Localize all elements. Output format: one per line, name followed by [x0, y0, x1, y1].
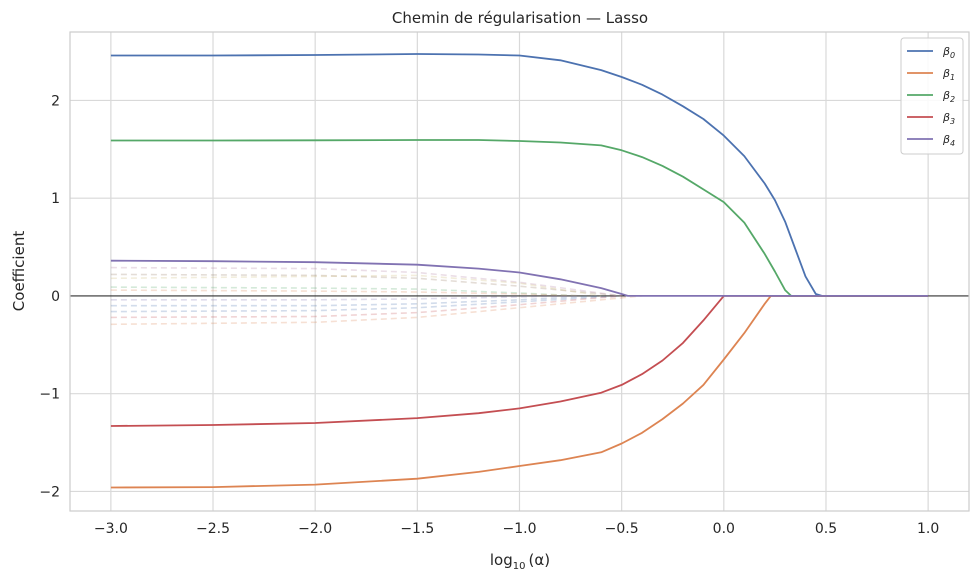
plot-frame: [69, 31, 970, 512]
faint-series-line: [110, 295, 643, 326]
x-axis-label-subscript: 10: [513, 561, 526, 572]
faint-series-line: [110, 266, 622, 297]
legend-box: [900, 37, 964, 155]
x-tick-label: 1.0: [917, 521, 939, 537]
series-line-beta3: [110, 294, 929, 427]
legend-label: β3: [942, 111, 955, 126]
faint-series-layer: [110, 266, 643, 326]
x-tick-label: −1.5: [400, 521, 434, 537]
x-tick-label: −2.0: [298, 521, 332, 537]
x-tick-label: −0.5: [605, 521, 639, 537]
faint-series-line: [110, 295, 622, 319]
x-tick-label: −2.5: [196, 521, 230, 537]
y-tick-labels: −2 −1 0 1 2: [39, 93, 60, 500]
x-tick-label: −1.0: [503, 521, 537, 537]
legend-label: β1: [942, 67, 955, 82]
y-tick-label: 1: [51, 191, 60, 207]
series-line-beta2: [110, 139, 929, 297]
x-tick-label: −3.0: [94, 521, 128, 537]
legend-label: β2: [942, 89, 955, 104]
y-tick-label: −2: [39, 484, 60, 500]
faint-series-line: [110, 295, 602, 307]
legend-label: β4: [942, 133, 955, 148]
y-tick-label: 2: [51, 93, 60, 109]
x-axis-label-tail: (α): [529, 551, 551, 569]
chart-title: Chemin de régularisation — Lasso: [392, 9, 648, 27]
y-tick-label: 0: [51, 289, 60, 305]
legend-label: β0: [942, 45, 955, 60]
x-tick-label: 0.5: [815, 521, 837, 537]
x-tick-label: 0.0: [713, 521, 735, 537]
y-axis-label: Coefficient: [10, 231, 28, 312]
x-tick-labels: −3.0 −2.5 −2.0 −1.5 −1.0 −0.5 0.0 0.5 1.0: [94, 521, 939, 537]
faint-series-line: [110, 295, 622, 313]
series-line-beta4: [110, 259, 929, 297]
series-layer: [110, 53, 929, 489]
x-axis-label: log10 (α): [490, 551, 550, 572]
series-line-beta1: [110, 294, 929, 489]
series-line-beta0: [110, 53, 929, 297]
faint-series-line: [110, 273, 622, 297]
y-tick-label: −1: [39, 387, 60, 403]
legend: β0 β1 β2 β3 β4: [900, 37, 964, 155]
x-axis-label-main: log: [490, 551, 513, 569]
